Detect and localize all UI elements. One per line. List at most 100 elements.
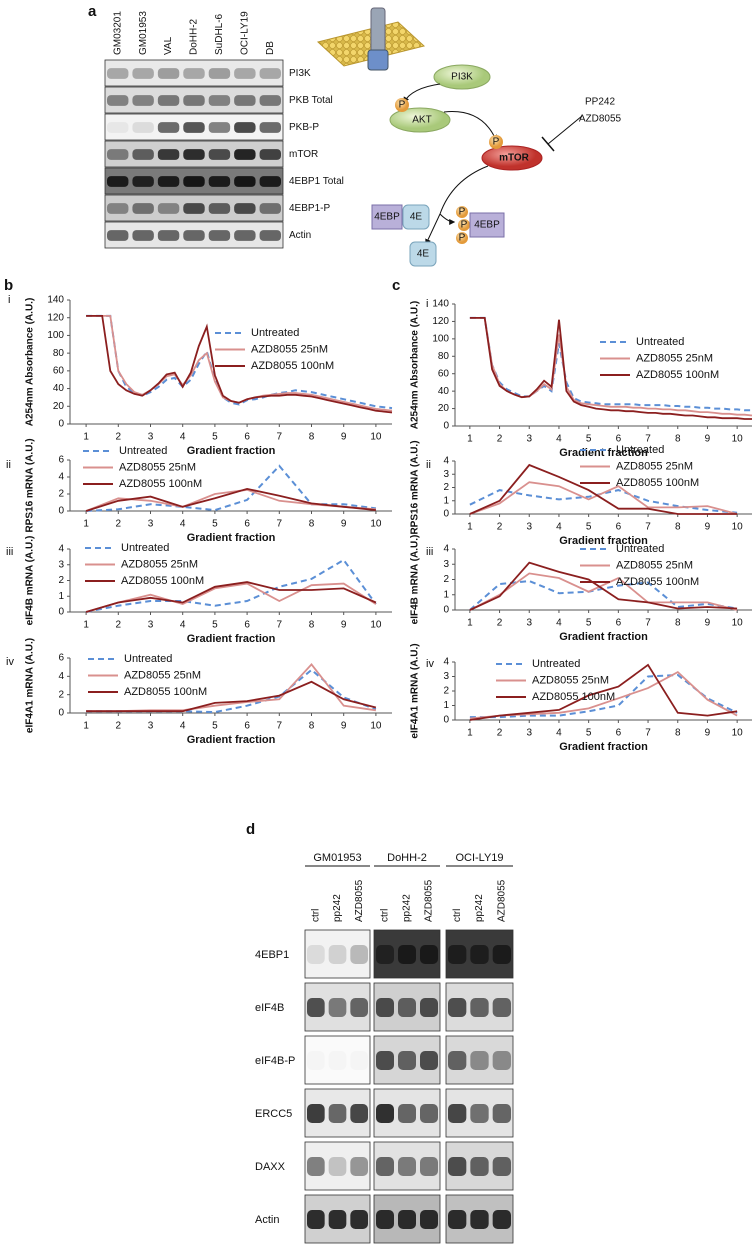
blot-band (448, 1157, 467, 1176)
x-tick-label: 3 (148, 519, 154, 530)
blot-band (492, 1210, 511, 1229)
row-label: eIF4B-P (255, 1055, 295, 1067)
series-line (85, 487, 376, 512)
blot-band (183, 95, 205, 106)
y-tick-label: 40 (53, 383, 65, 394)
inhibition (547, 115, 583, 145)
x-tick-label: 9 (341, 519, 347, 530)
blot-band (307, 998, 325, 1017)
blot-band (259, 176, 281, 187)
blot-band (448, 1051, 467, 1070)
y-tick-label: 1 (443, 700, 449, 711)
y-tick-label: 120 (432, 316, 449, 327)
series-line (85, 582, 377, 613)
blot-band (448, 1210, 467, 1229)
x-tick-label: 1 (467, 434, 473, 445)
legend-label: Untreated (616, 543, 664, 555)
lane-label: SuDHL-6 (214, 13, 225, 55)
blot-band (107, 95, 129, 106)
x-tick-label: 10 (370, 519, 382, 530)
inhibitor-label: AZD8055 (579, 114, 622, 125)
blot-band (234, 230, 256, 241)
series-line (86, 315, 393, 414)
blot-band (259, 203, 281, 214)
y-axis-label: eIF4B mRNA (A.U.) (25, 536, 36, 626)
receptor (367, 49, 389, 71)
blot-band (328, 945, 347, 964)
blot-row (304, 1035, 371, 1085)
blot-band (376, 1210, 394, 1229)
y-tick-label: 0 (58, 419, 64, 430)
y-tick-label: 140 (432, 299, 449, 310)
blot-row (104, 59, 284, 87)
x-tick-label: 5 (212, 721, 218, 732)
x-axis-label: Gradient fraction (559, 535, 648, 547)
blot-band (208, 230, 231, 241)
series-line (469, 481, 738, 515)
series-line (469, 317, 753, 417)
blot-band (107, 176, 129, 187)
x-tick-label: 6 (244, 519, 250, 530)
blot-band (329, 1051, 347, 1070)
y-tick-label: 60 (53, 365, 65, 376)
blot-band (157, 203, 180, 214)
lane-label: AZD8055 (424, 879, 435, 922)
blot-band (157, 176, 180, 187)
y-tick-label: 100 (432, 333, 449, 344)
y-tick-label: 2 (443, 686, 449, 697)
x-tick-label: 6 (244, 620, 250, 631)
series-line (469, 561, 738, 611)
4e-box (409, 241, 437, 267)
blot-band (470, 945, 489, 964)
y-axis-label: eIF4B mRNA (A.U.) (410, 535, 421, 625)
arrow (439, 213, 456, 225)
x-tick-label: 6 (244, 432, 250, 443)
y-tick-label: 0 (58, 708, 64, 719)
panel-label: d (246, 821, 255, 838)
x-tick-label: 3 (148, 620, 154, 631)
blot-band (234, 68, 256, 79)
x-tick-label: 4 (556, 522, 562, 533)
blot-band (376, 998, 394, 1017)
x-tick-label: 2 (497, 522, 503, 533)
series-line (86, 314, 393, 410)
y-tick-label: 3 (443, 469, 449, 480)
series-line (469, 463, 738, 515)
legend-label: AZD8055 25nM (636, 352, 713, 364)
y-tick-label: 0 (443, 509, 449, 520)
node-label: 4E (417, 249, 430, 260)
blot-band (398, 1157, 416, 1176)
blot-band (398, 945, 416, 964)
legend-label: Untreated (532, 658, 580, 670)
blot-band (492, 1157, 511, 1176)
legend-label: AZD8055 100nM (616, 576, 699, 588)
blot-band (208, 176, 231, 187)
y-tick-label: 3 (58, 559, 64, 570)
y-tick-label: 1 (443, 495, 449, 506)
blot-band (208, 95, 231, 106)
blot-row (304, 929, 371, 979)
phospho (456, 206, 468, 218)
y-tick-label: 4 (58, 671, 64, 682)
blot-band (234, 95, 256, 106)
blot-band (328, 1210, 347, 1229)
x-tick-label: 2 (497, 434, 503, 445)
x-tick-label: 1 (467, 618, 473, 629)
series-line (86, 668, 377, 714)
blot-band (350, 945, 368, 964)
pathway-diagram: PI3K AKT P mTOR P PP242 AZD8055 4EBP 4E … (316, 7, 622, 267)
legend-label: Untreated (119, 445, 167, 457)
blot-band (157, 122, 180, 133)
x-axis-label: Gradient fraction (187, 633, 276, 645)
series-line (469, 673, 738, 719)
row-label: 4EBP1 (255, 949, 289, 961)
blot-band (492, 1051, 511, 1070)
blot-band (470, 998, 489, 1017)
legend-label: AZD8055 100nM (119, 478, 202, 490)
x-tick-label: 10 (370, 432, 382, 443)
y-tick-label: 2 (58, 575, 64, 586)
x-tick-label: 9 (705, 434, 711, 445)
x-tick-label: 6 (616, 522, 622, 533)
x-tick-label: 10 (370, 721, 382, 732)
series-line (86, 680, 377, 713)
